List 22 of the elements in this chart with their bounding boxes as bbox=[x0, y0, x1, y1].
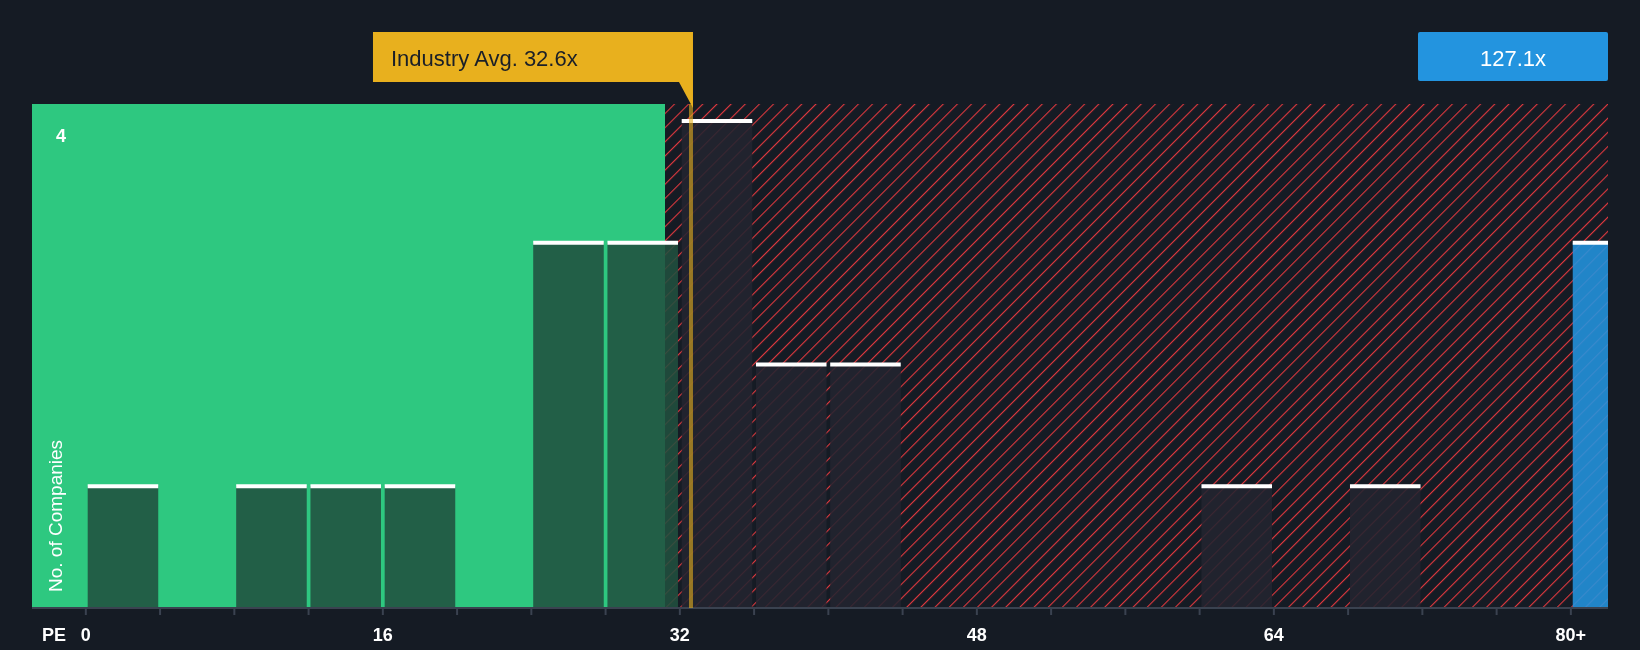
x-tick-label: 16 bbox=[372, 625, 393, 645]
y-axis-title: No. of Companies bbox=[45, 439, 66, 592]
bar bbox=[310, 486, 381, 608]
bar bbox=[384, 486, 456, 608]
x-tick-label: 32 bbox=[669, 625, 690, 645]
annotation: 4 bbox=[56, 126, 67, 146]
x-tick-label: 48 bbox=[966, 625, 987, 645]
bar bbox=[681, 121, 753, 608]
bar bbox=[236, 486, 307, 608]
bar bbox=[1349, 486, 1421, 608]
x-axis-title: PE bbox=[42, 625, 67, 645]
bar bbox=[830, 364, 901, 608]
x-tick-label: 64 bbox=[1263, 625, 1284, 645]
text: 127.1x bbox=[1479, 46, 1547, 71]
bar bbox=[755, 364, 827, 608]
x-tick-label: 80+ bbox=[1555, 625, 1587, 645]
ref-line-label: Industry Avg. 32.6x bbox=[390, 46, 578, 71]
bar bbox=[87, 486, 159, 608]
bar bbox=[607, 242, 678, 608]
bar bbox=[1201, 486, 1273, 608]
bar bbox=[533, 242, 604, 608]
x-tick-label: 0 bbox=[80, 625, 91, 645]
